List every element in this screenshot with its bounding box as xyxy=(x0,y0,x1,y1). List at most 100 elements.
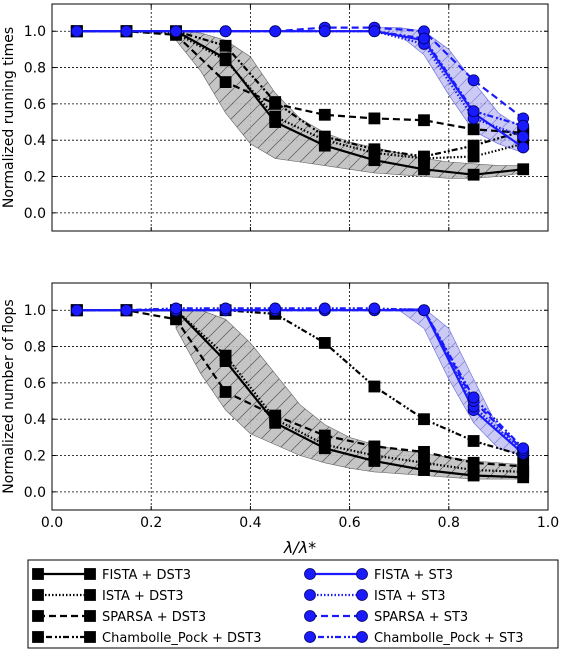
data-point xyxy=(418,150,430,163)
x-axis-label: λ/λ* xyxy=(283,538,316,557)
series-line xyxy=(76,26,524,120)
y-axis-label: Normalized running times xyxy=(1,27,17,208)
legend-item-chambolle-pock-dst3: Chambolle_Pock + DST3 xyxy=(32,631,262,646)
legend-label: FISTA + DST3 xyxy=(102,568,191,583)
legend-label: SPARSA + DST3 xyxy=(102,610,206,625)
legend-marker xyxy=(356,610,368,622)
series-chambolle-pock-st3 xyxy=(70,25,530,132)
x-tick-label: 0.8 xyxy=(438,515,460,531)
data-point xyxy=(70,25,83,38)
data-point xyxy=(467,456,480,469)
legend-label: Chambolle_Pock + DST3 xyxy=(102,631,262,646)
data-point xyxy=(368,302,381,315)
running-times-panel: 0.0 0.2 0.4 0.6 0.8 1.0 Normalized running ti… xyxy=(1,3,549,232)
data-point xyxy=(318,302,331,315)
data-point xyxy=(467,168,480,181)
legend-item-fista-st3: FISTA + ST3 xyxy=(304,568,453,583)
data-point xyxy=(269,96,282,108)
data-point xyxy=(269,110,282,123)
grid xyxy=(51,283,549,510)
data-point xyxy=(467,150,480,163)
data-point xyxy=(120,304,133,317)
y-tick-label: 0.8 xyxy=(24,340,46,356)
data-point xyxy=(170,25,182,38)
data-point xyxy=(517,141,530,154)
data-point xyxy=(219,386,232,398)
legend-marker xyxy=(356,589,368,601)
legend-item-sparsa-st3: SPARSA + ST3 xyxy=(304,610,468,625)
data-point xyxy=(219,76,232,88)
data-point xyxy=(517,163,530,176)
data-point xyxy=(368,112,381,125)
data-point xyxy=(418,114,430,127)
legend-marker xyxy=(32,610,44,622)
x-tick-label: 0.4 xyxy=(239,515,261,531)
y-tick-label: 0.8 xyxy=(24,61,46,77)
data-point xyxy=(219,39,232,52)
y-tick-labels: 0.0 0.2 0.4 0.6 0.8 1.0 xyxy=(24,24,46,222)
y-tick-label: 0.6 xyxy=(24,97,46,113)
y-tick-labels: 0.0 0.2 0.4 0.6 0.8 1.0 xyxy=(24,303,46,501)
data-point xyxy=(70,304,83,317)
y-tick-label: 0.4 xyxy=(24,412,46,428)
data-point xyxy=(517,460,530,473)
series-line xyxy=(76,309,524,468)
data-point xyxy=(418,413,430,426)
y-tick-label: 1.0 xyxy=(24,24,46,40)
data-point xyxy=(517,130,530,143)
data-point xyxy=(120,25,133,38)
flops-panel: 0.0 0.2 0.4 0.6 0.8 1.0 0.0 0.2 0.4 0.6 0.8 1.0 No… xyxy=(1,282,559,557)
series-line xyxy=(76,309,524,451)
data-point xyxy=(318,130,331,143)
legend-item-ista-dst3: ISTA + DST3 xyxy=(32,589,184,604)
data-point xyxy=(418,456,430,469)
data-point xyxy=(467,139,480,152)
legend-label: FISTA + ST3 xyxy=(374,568,453,583)
series-group xyxy=(70,302,530,484)
data-point xyxy=(517,119,530,132)
legend-item-ista-st3: ISTA + ST3 xyxy=(304,589,446,604)
data-point xyxy=(368,380,381,393)
legend-marker xyxy=(356,568,368,580)
data-point xyxy=(219,25,232,38)
series-line xyxy=(76,309,524,453)
legend: FISTA + DST3 ISTA + DST3 SPARSA + DST3 Cham… xyxy=(27,559,559,649)
x-tick-labels: 0.0 0.2 0.4 0.6 0.8 1.0 xyxy=(41,515,559,531)
legend-marker xyxy=(356,631,368,643)
data-point xyxy=(418,445,430,458)
y-tick-label: 0.4 xyxy=(24,133,46,149)
series-line xyxy=(76,309,524,457)
legend-marker xyxy=(84,568,96,580)
data-point xyxy=(418,163,430,176)
legend-marker xyxy=(32,568,44,580)
x-tick-label: 0.2 xyxy=(140,515,162,531)
data-point xyxy=(517,442,530,455)
legend-frame xyxy=(27,559,559,649)
legend-label: ISTA + ST3 xyxy=(374,589,446,604)
legend-label: Chambolle_Pock + ST3 xyxy=(374,631,524,646)
legend-item-chambolle-pock-st3: Chambolle_Pock + ST3 xyxy=(304,631,524,646)
y-tick-label: 0.0 xyxy=(24,206,46,222)
data-point xyxy=(418,32,430,45)
series-line xyxy=(76,30,524,127)
data-point xyxy=(219,349,232,362)
data-point xyxy=(467,435,480,447)
legend-marker xyxy=(304,589,316,601)
x-tick-label: 0.0 xyxy=(41,515,63,531)
data-point xyxy=(467,123,480,136)
x-tick-label: 0.6 xyxy=(338,515,360,531)
data-point xyxy=(269,409,282,422)
y-tick-label: 1.0 xyxy=(24,303,46,319)
y-tick-label: 0.2 xyxy=(24,170,46,186)
data-point xyxy=(368,440,381,453)
data-point xyxy=(467,105,480,118)
series-line xyxy=(76,30,524,138)
y-tick-label: 0.6 xyxy=(24,376,46,392)
data-point xyxy=(269,302,282,315)
legend-marker xyxy=(32,589,44,601)
legend-item-fista-dst3: FISTA + DST3 xyxy=(32,568,191,583)
series-line xyxy=(76,30,524,158)
legend-label: SPARSA + ST3 xyxy=(374,610,468,625)
data-point xyxy=(269,25,282,38)
